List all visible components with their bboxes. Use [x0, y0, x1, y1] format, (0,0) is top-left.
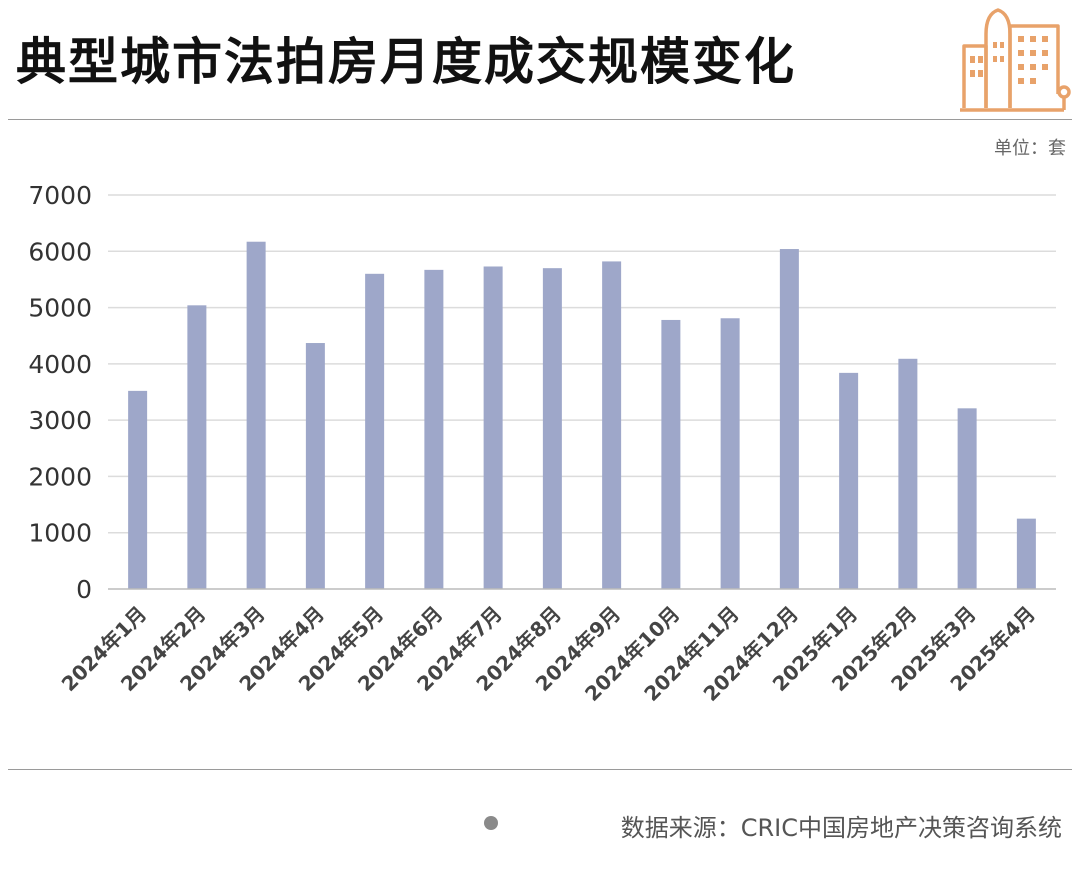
y-tick-label: 4000 [28, 350, 92, 379]
chart-title: 典型城市法拍房月度成交规模变化 [16, 33, 796, 91]
bar [542, 268, 562, 589]
y-tick-label: 5000 [28, 294, 92, 323]
bar [661, 319, 681, 589]
bar [839, 372, 859, 589]
bar [365, 273, 385, 589]
gridlines [108, 194, 1056, 534]
bar [246, 241, 266, 589]
bar [187, 305, 207, 589]
bullet-icon [484, 816, 498, 830]
header-divider [8, 119, 1072, 120]
bar [305, 343, 325, 589]
bar [602, 261, 622, 589]
bar [957, 408, 977, 589]
bar-chart: 0 1000 2000 3000 4000 5000 6000 7000 2024年1月202… [28, 181, 1056, 706]
bar [779, 249, 799, 589]
unit-label: 单位：套 [994, 138, 1066, 159]
building-icon [960, 8, 1071, 112]
y-tick-label: 3000 [28, 406, 92, 435]
y-tick-label: 7000 [28, 181, 92, 210]
bar [483, 266, 503, 589]
bar [1016, 518, 1036, 589]
bar [898, 358, 918, 589]
data-source: 数据来源：CRIC中国房地产决策咨询系统 [620, 814, 1062, 842]
y-tick-label: 6000 [28, 237, 92, 266]
bar [128, 390, 148, 589]
footer-divider [8, 769, 1072, 770]
bars [128, 241, 1036, 589]
y-tick-label: 0 [76, 575, 92, 604]
y-tick-label: 2000 [28, 462, 92, 491]
x-axis-ticks: 2024年1月2024年2月2024年3月2024年4月2024年5月2024年… [57, 602, 1040, 706]
bar [720, 318, 740, 589]
y-tick-label: 1000 [28, 519, 92, 548]
bar [424, 269, 444, 589]
y-axis-ticks: 0 1000 2000 3000 4000 5000 6000 7000 [28, 181, 92, 604]
